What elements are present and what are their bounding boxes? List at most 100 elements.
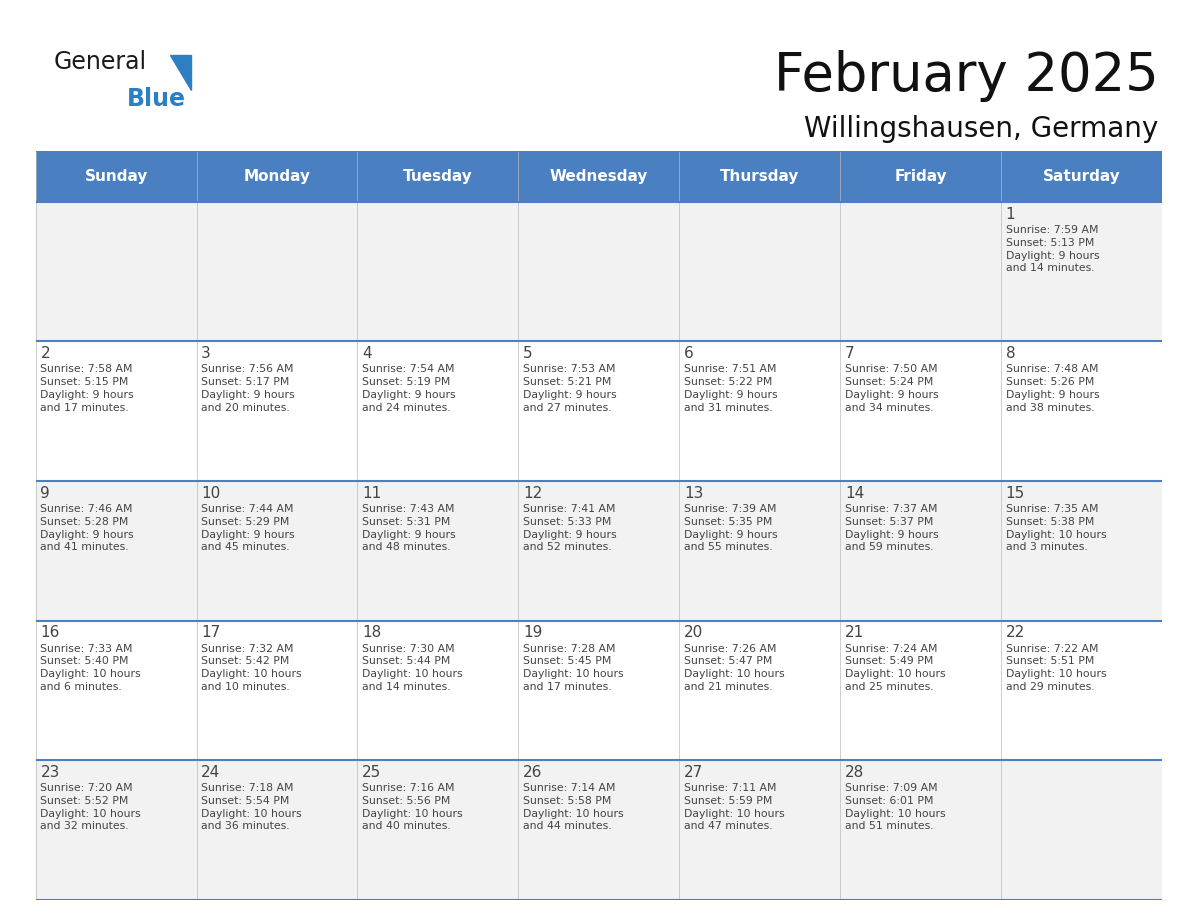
Bar: [680, 341, 840, 481]
Bar: [358, 202, 518, 341]
Text: Sunrise: 7:59 AM
Sunset: 5:13 PM
Daylight: 9 hours
and 14 minutes.: Sunrise: 7:59 AM Sunset: 5:13 PM Dayligh…: [1006, 225, 1099, 274]
Text: 23: 23: [40, 765, 59, 779]
Text: Sunrise: 7:26 AM
Sunset: 5:47 PM
Daylight: 10 hours
and 21 minutes.: Sunrise: 7:26 AM Sunset: 5:47 PM Dayligh…: [684, 644, 784, 692]
Bar: [840, 202, 1001, 341]
Polygon shape: [170, 55, 191, 90]
Text: 24: 24: [201, 765, 221, 779]
Text: 11: 11: [362, 486, 381, 500]
Text: 21: 21: [845, 625, 864, 640]
Bar: [518, 760, 680, 900]
Bar: [518, 481, 680, 621]
Text: 3: 3: [201, 346, 211, 361]
Bar: [358, 760, 518, 900]
Bar: [196, 341, 358, 481]
Bar: [840, 341, 1001, 481]
Bar: [196, 481, 358, 621]
Text: Sunrise: 7:43 AM
Sunset: 5:31 PM
Daylight: 9 hours
and 48 minutes.: Sunrise: 7:43 AM Sunset: 5:31 PM Dayligh…: [362, 504, 456, 553]
Text: Sunrise: 7:39 AM
Sunset: 5:35 PM
Daylight: 9 hours
and 55 minutes.: Sunrise: 7:39 AM Sunset: 5:35 PM Dayligh…: [684, 504, 778, 553]
Text: 17: 17: [201, 625, 221, 640]
Text: Sunrise: 7:51 AM
Sunset: 5:22 PM
Daylight: 9 hours
and 31 minutes.: Sunrise: 7:51 AM Sunset: 5:22 PM Dayligh…: [684, 364, 778, 413]
Text: Sunrise: 7:54 AM
Sunset: 5:19 PM
Daylight: 9 hours
and 24 minutes.: Sunrise: 7:54 AM Sunset: 5:19 PM Dayligh…: [362, 364, 456, 413]
Text: Sunrise: 7:18 AM
Sunset: 5:54 PM
Daylight: 10 hours
and 36 minutes.: Sunrise: 7:18 AM Sunset: 5:54 PM Dayligh…: [201, 783, 302, 832]
Text: February 2025: February 2025: [773, 50, 1158, 103]
Bar: [840, 481, 1001, 621]
Bar: [840, 621, 1001, 760]
Bar: [680, 202, 840, 341]
Text: 25: 25: [362, 765, 381, 779]
Text: Sunrise: 7:50 AM
Sunset: 5:24 PM
Daylight: 9 hours
and 34 minutes.: Sunrise: 7:50 AM Sunset: 5:24 PM Dayligh…: [845, 364, 939, 413]
Text: 12: 12: [523, 486, 542, 500]
Text: Sunrise: 7:11 AM
Sunset: 5:59 PM
Daylight: 10 hours
and 47 minutes.: Sunrise: 7:11 AM Sunset: 5:59 PM Dayligh…: [684, 783, 784, 832]
Text: Sunrise: 7:46 AM
Sunset: 5:28 PM
Daylight: 9 hours
and 41 minutes.: Sunrise: 7:46 AM Sunset: 5:28 PM Dayligh…: [40, 504, 134, 553]
Text: 13: 13: [684, 486, 703, 500]
Bar: [358, 341, 518, 481]
Bar: [358, 621, 518, 760]
Text: 28: 28: [845, 765, 864, 779]
Bar: [36, 151, 1162, 202]
Text: Tuesday: Tuesday: [403, 169, 473, 185]
Bar: [1001, 621, 1162, 760]
Text: 2: 2: [40, 346, 50, 361]
Text: Sunrise: 7:48 AM
Sunset: 5:26 PM
Daylight: 9 hours
and 38 minutes.: Sunrise: 7:48 AM Sunset: 5:26 PM Dayligh…: [1006, 364, 1099, 413]
Bar: [1001, 760, 1162, 900]
Text: Sunrise: 7:41 AM
Sunset: 5:33 PM
Daylight: 9 hours
and 52 minutes.: Sunrise: 7:41 AM Sunset: 5:33 PM Dayligh…: [523, 504, 617, 553]
Bar: [680, 621, 840, 760]
Text: 20: 20: [684, 625, 703, 640]
Text: Sunrise: 7:56 AM
Sunset: 5:17 PM
Daylight: 9 hours
and 20 minutes.: Sunrise: 7:56 AM Sunset: 5:17 PM Dayligh…: [201, 364, 295, 413]
Text: Sunrise: 7:33 AM
Sunset: 5:40 PM
Daylight: 10 hours
and 6 minutes.: Sunrise: 7:33 AM Sunset: 5:40 PM Dayligh…: [40, 644, 141, 692]
Text: Sunrise: 7:24 AM
Sunset: 5:49 PM
Daylight: 10 hours
and 25 minutes.: Sunrise: 7:24 AM Sunset: 5:49 PM Dayligh…: [845, 644, 946, 692]
Bar: [518, 621, 680, 760]
Text: 16: 16: [40, 625, 59, 640]
Text: 8: 8: [1006, 346, 1016, 361]
Text: 19: 19: [523, 625, 543, 640]
Bar: [36, 341, 196, 481]
Text: Sunrise: 7:14 AM
Sunset: 5:58 PM
Daylight: 10 hours
and 44 minutes.: Sunrise: 7:14 AM Sunset: 5:58 PM Dayligh…: [523, 783, 624, 832]
Text: Wednesday: Wednesday: [550, 169, 647, 185]
Text: 22: 22: [1006, 625, 1025, 640]
Text: Sunrise: 7:53 AM
Sunset: 5:21 PM
Daylight: 9 hours
and 27 minutes.: Sunrise: 7:53 AM Sunset: 5:21 PM Dayligh…: [523, 364, 617, 413]
Text: 10: 10: [201, 486, 221, 500]
Text: Blue: Blue: [127, 87, 187, 111]
Bar: [1001, 202, 1162, 341]
Bar: [36, 481, 196, 621]
Text: 27: 27: [684, 765, 703, 779]
Text: Friday: Friday: [895, 169, 947, 185]
Bar: [196, 202, 358, 341]
Bar: [840, 760, 1001, 900]
Text: 5: 5: [523, 346, 532, 361]
Text: Saturday: Saturday: [1043, 169, 1120, 185]
Text: Sunrise: 7:30 AM
Sunset: 5:44 PM
Daylight: 10 hours
and 14 minutes.: Sunrise: 7:30 AM Sunset: 5:44 PM Dayligh…: [362, 644, 463, 692]
Bar: [36, 621, 196, 760]
Bar: [36, 202, 196, 341]
Text: 14: 14: [845, 486, 864, 500]
Bar: [36, 760, 196, 900]
Text: Willingshausen, Germany: Willingshausen, Germany: [804, 115, 1158, 143]
Text: Sunrise: 7:37 AM
Sunset: 5:37 PM
Daylight: 9 hours
and 59 minutes.: Sunrise: 7:37 AM Sunset: 5:37 PM Dayligh…: [845, 504, 939, 553]
Text: 1: 1: [1006, 207, 1016, 221]
Bar: [196, 621, 358, 760]
Bar: [1001, 341, 1162, 481]
Text: Sunday: Sunday: [84, 169, 147, 185]
Bar: [518, 202, 680, 341]
Text: Sunrise: 7:20 AM
Sunset: 5:52 PM
Daylight: 10 hours
and 32 minutes.: Sunrise: 7:20 AM Sunset: 5:52 PM Dayligh…: [40, 783, 141, 832]
Text: Sunrise: 7:16 AM
Sunset: 5:56 PM
Daylight: 10 hours
and 40 minutes.: Sunrise: 7:16 AM Sunset: 5:56 PM Dayligh…: [362, 783, 463, 832]
Text: Thursday: Thursday: [720, 169, 800, 185]
Bar: [1001, 481, 1162, 621]
Text: Sunrise: 7:58 AM
Sunset: 5:15 PM
Daylight: 9 hours
and 17 minutes.: Sunrise: 7:58 AM Sunset: 5:15 PM Dayligh…: [40, 364, 134, 413]
Text: General: General: [53, 50, 146, 74]
Text: Sunrise: 7:32 AM
Sunset: 5:42 PM
Daylight: 10 hours
and 10 minutes.: Sunrise: 7:32 AM Sunset: 5:42 PM Dayligh…: [201, 644, 302, 692]
Bar: [196, 760, 358, 900]
Bar: [680, 760, 840, 900]
Text: 7: 7: [845, 346, 854, 361]
Bar: [358, 481, 518, 621]
Text: 15: 15: [1006, 486, 1025, 500]
Text: Sunrise: 7:35 AM
Sunset: 5:38 PM
Daylight: 10 hours
and 3 minutes.: Sunrise: 7:35 AM Sunset: 5:38 PM Dayligh…: [1006, 504, 1106, 553]
Text: Sunrise: 7:44 AM
Sunset: 5:29 PM
Daylight: 9 hours
and 45 minutes.: Sunrise: 7:44 AM Sunset: 5:29 PM Dayligh…: [201, 504, 295, 553]
Text: Sunrise: 7:22 AM
Sunset: 5:51 PM
Daylight: 10 hours
and 29 minutes.: Sunrise: 7:22 AM Sunset: 5:51 PM Dayligh…: [1006, 644, 1106, 692]
Text: Sunrise: 7:09 AM
Sunset: 6:01 PM
Daylight: 10 hours
and 51 minutes.: Sunrise: 7:09 AM Sunset: 6:01 PM Dayligh…: [845, 783, 946, 832]
Text: Sunrise: 7:28 AM
Sunset: 5:45 PM
Daylight: 10 hours
and 17 minutes.: Sunrise: 7:28 AM Sunset: 5:45 PM Dayligh…: [523, 644, 624, 692]
Text: 26: 26: [523, 765, 543, 779]
Text: 9: 9: [40, 486, 50, 500]
Text: Monday: Monday: [244, 169, 310, 185]
Text: 6: 6: [684, 346, 694, 361]
